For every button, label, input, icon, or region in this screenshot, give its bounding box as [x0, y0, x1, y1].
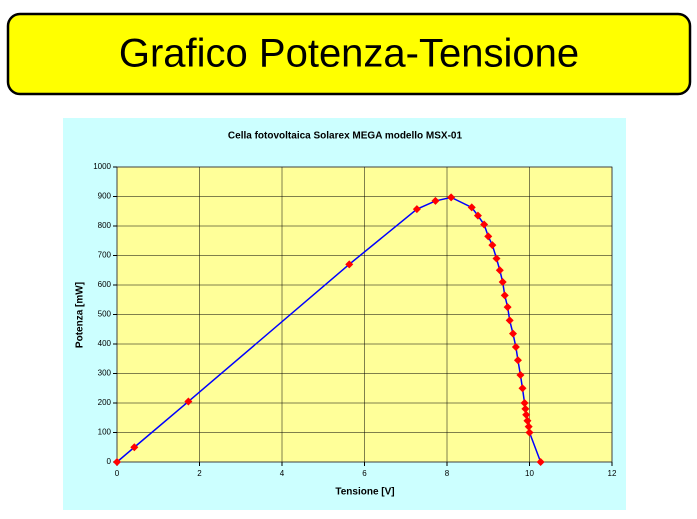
data-point — [522, 410, 531, 419]
y-tick-label: 800 — [98, 221, 112, 230]
x-tick-label: 6 — [362, 469, 367, 478]
data-point — [503, 303, 512, 312]
y-tick-label: 900 — [98, 192, 112, 201]
data-point — [513, 356, 522, 365]
y-tick-label: 500 — [98, 310, 112, 319]
data-point — [488, 241, 497, 250]
data-point — [130, 443, 139, 452]
y-tick-label: 600 — [98, 280, 112, 289]
data-point — [525, 428, 534, 437]
data-point — [467, 203, 476, 212]
data-point — [511, 342, 520, 351]
y-tick-label: 0 — [107, 457, 112, 466]
slide-title: Grafico Potenza-Tensione — [119, 32, 579, 76]
x-tick-label: 4 — [280, 469, 285, 478]
y-tick-label: 1000 — [93, 162, 111, 171]
data-point — [505, 316, 514, 325]
data-point — [113, 458, 121, 466]
data-point — [184, 397, 193, 406]
data-point — [524, 422, 533, 431]
x-tick-label: 8 — [445, 469, 450, 478]
data-point — [536, 458, 545, 466]
data-point — [473, 211, 482, 220]
chart-title: Cella fotovoltaica Solarex MEGA modello … — [228, 131, 463, 142]
data-point — [523, 416, 532, 425]
y-tick-label: 400 — [98, 339, 112, 348]
x-tick-label: 2 — [197, 469, 202, 478]
data-point — [518, 384, 527, 393]
data-point — [412, 205, 421, 214]
data-point — [345, 260, 354, 269]
data-point — [447, 193, 456, 202]
data-point — [484, 232, 493, 241]
data-point — [516, 370, 525, 379]
y-tick-label: 700 — [98, 251, 112, 260]
data-point — [521, 404, 530, 413]
x-tick-label: 0 — [115, 469, 120, 478]
x-axis-label: Tensione [V] — [335, 487, 394, 498]
y-tick-label: 300 — [98, 369, 112, 378]
data-point — [495, 266, 504, 275]
data-point — [492, 254, 501, 263]
data-point — [498, 278, 507, 287]
data-point — [520, 399, 529, 407]
y-axis-label: Potenza [mW] — [75, 282, 86, 348]
title-box — [6, 12, 692, 96]
x-tick-label: 12 — [608, 469, 617, 478]
data-point — [480, 220, 489, 229]
data-point — [500, 291, 509, 300]
x-tick-label: 10 — [525, 469, 534, 478]
data-point — [431, 196, 440, 205]
y-tick-label: 200 — [98, 398, 112, 407]
y-tick-label: 100 — [98, 428, 112, 437]
data-point — [509, 329, 517, 338]
